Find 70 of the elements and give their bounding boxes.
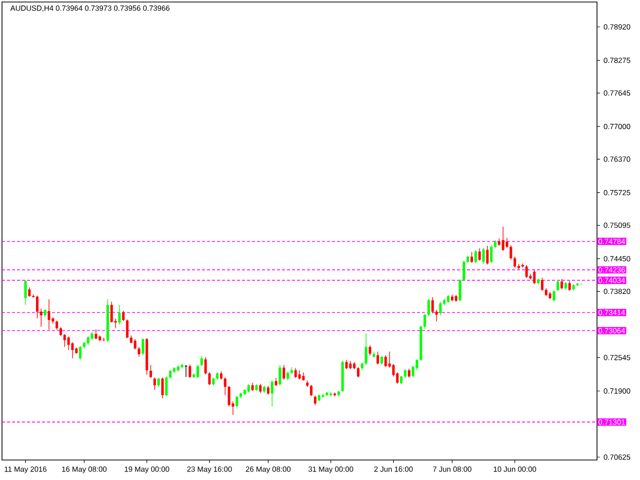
candlestick	[79, 346, 82, 360]
candlestick	[533, 269, 536, 284]
candlestick	[540, 278, 544, 292]
candlestick	[56, 320, 58, 330]
candlestick	[150, 364, 152, 378]
candlestick	[126, 319, 129, 338]
candlestick	[110, 301, 113, 323]
candlestick	[278, 364, 282, 386]
candlestick	[486, 245, 489, 265]
candlestick	[458, 279, 462, 302]
candlestick	[345, 360, 348, 370]
candlestick	[502, 226, 504, 252]
candlestick	[259, 383, 262, 394]
candlestick	[298, 370, 301, 380]
candlestick	[36, 295, 38, 319]
candlestick	[525, 264, 528, 278]
candlestick	[270, 380, 274, 407]
candlestick	[138, 346, 140, 358]
candlestick	[153, 377, 156, 390]
candlestick	[376, 351, 380, 365]
candlestick	[490, 244, 493, 264]
candlestick	[86, 336, 90, 346]
candlestick	[188, 364, 192, 378]
candlestick	[142, 338, 144, 356]
candlestick	[228, 385, 230, 407]
candlestick	[510, 244, 512, 260]
candlestick	[368, 345, 372, 356]
candlestick	[427, 298, 430, 317]
candlestick	[208, 372, 211, 386]
candlestick	[134, 338, 136, 350]
candlestick	[165, 376, 168, 397]
candlestick	[439, 301, 442, 316]
candlestick	[435, 309, 438, 322]
candlestick	[63, 334, 66, 348]
candlestick	[40, 308, 42, 328]
candlestick	[424, 314, 426, 330]
candlestick	[568, 280, 571, 292]
candlestick	[224, 377, 226, 396]
candlestick	[310, 384, 313, 397]
candlestick	[314, 395, 316, 406]
candlestick	[364, 333, 368, 366]
candlestick	[556, 280, 560, 292]
candlestick	[24, 280, 27, 306]
candlestick	[71, 342, 74, 359]
candlestick	[356, 366, 360, 378]
candlestick	[474, 250, 477, 264]
candlestick	[67, 336, 70, 350]
candlestick	[118, 304, 121, 325]
candlestick	[482, 247, 485, 264]
candlestick	[94, 328, 98, 340]
candlestick	[236, 396, 238, 408]
candlestick	[196, 364, 199, 378]
candlestick	[384, 354, 387, 368]
candlestick	[514, 256, 516, 268]
candlestick	[294, 368, 297, 378]
candlestick	[282, 364, 286, 380]
candlestick	[48, 298, 50, 330]
candlestick	[28, 286, 31, 297]
candlestick	[478, 248, 481, 262]
candlestick	[161, 377, 164, 399]
candlestick	[470, 252, 473, 264]
candlestick	[552, 290, 556, 302]
candlestick	[200, 355, 203, 366]
candlestick	[506, 238, 508, 248]
candlestick	[462, 260, 466, 282]
candlestick	[204, 356, 207, 375]
candlestick	[560, 278, 564, 290]
candlestick	[286, 370, 290, 381]
candlestick	[431, 296, 434, 314]
candlestick	[122, 310, 125, 322]
